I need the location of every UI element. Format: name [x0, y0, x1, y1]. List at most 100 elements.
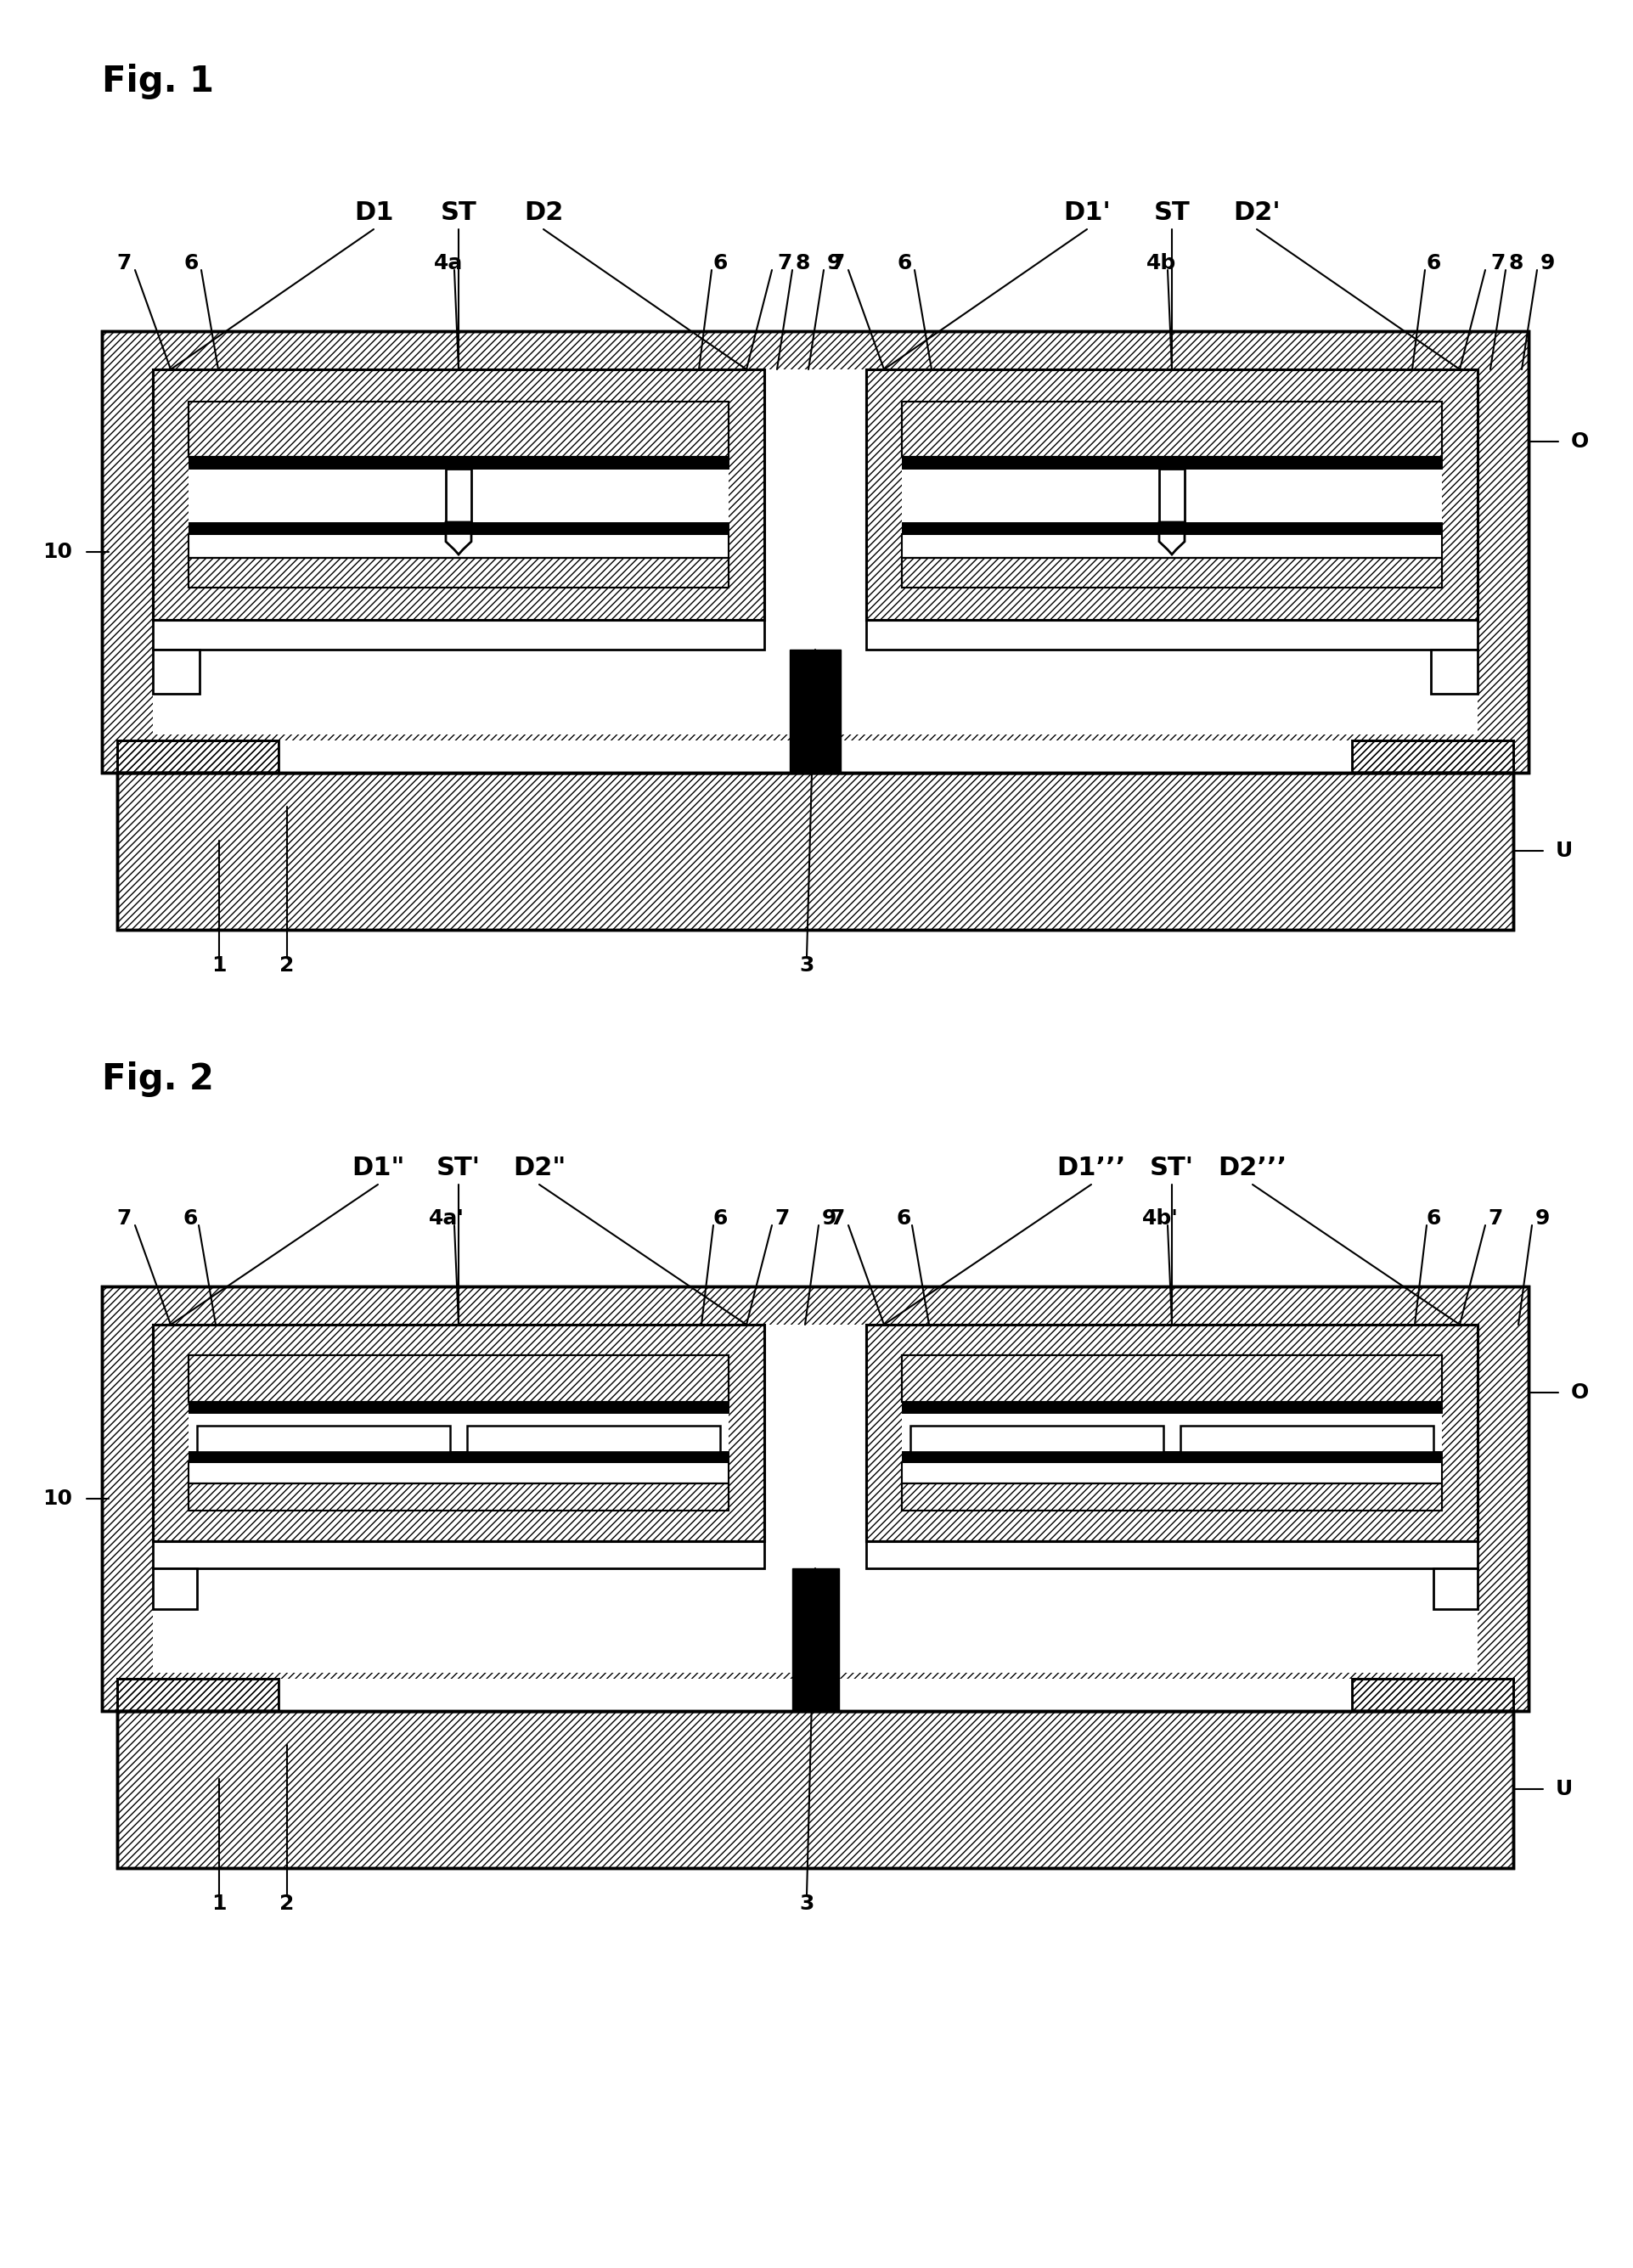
Bar	[764, 370, 865, 735]
Text: 10: 10	[42, 542, 72, 562]
Text: D1': D1'	[1063, 200, 1110, 225]
Bar	[1431, 649, 1478, 694]
Bar	[901, 1452, 1442, 1463]
Bar	[901, 401, 1442, 456]
Bar	[188, 533, 728, 558]
Text: 9: 9	[826, 254, 841, 274]
Bar	[901, 401, 1442, 456]
Text: 6: 6	[183, 1209, 198, 1229]
Text: 1: 1	[212, 955, 227, 975]
Text: 8: 8	[1509, 254, 1524, 274]
Bar	[865, 619, 1478, 649]
Text: U: U	[1556, 841, 1573, 862]
Bar	[865, 1325, 1478, 1542]
Text: ST: ST	[1155, 200, 1190, 225]
Bar	[901, 456, 1442, 469]
Bar	[901, 1483, 1442, 1510]
Bar	[118, 1678, 279, 1710]
Bar	[1434, 1569, 1478, 1608]
Bar	[1352, 739, 1514, 773]
Bar	[188, 1356, 728, 1402]
Text: 3: 3	[800, 1894, 815, 1914]
Bar	[101, 1286, 1528, 1710]
Bar	[101, 331, 1528, 773]
Text: 6: 6	[1426, 1209, 1440, 1229]
Text: O: O	[1571, 431, 1589, 451]
Bar	[865, 1542, 1478, 1569]
Text: 6: 6	[897, 1209, 911, 1229]
Bar	[188, 1402, 728, 1413]
Bar	[101, 1286, 1528, 1710]
Text: 9: 9	[1540, 254, 1555, 274]
Text: 9: 9	[821, 1209, 836, 1229]
Bar	[188, 522, 728, 533]
Bar	[154, 1325, 1478, 1674]
Text: 7: 7	[1491, 254, 1506, 274]
Bar	[279, 739, 1352, 773]
Text: D1": D1"	[351, 1157, 405, 1179]
Bar	[792, 1569, 839, 1710]
Text: Fig. 1: Fig. 1	[101, 64, 214, 100]
Bar	[154, 370, 764, 619]
Bar	[901, 401, 1442, 587]
Bar	[188, 401, 728, 587]
Bar	[188, 469, 728, 522]
Text: 10: 10	[42, 1488, 72, 1508]
Bar	[865, 370, 1478, 619]
Bar	[446, 469, 472, 522]
Text: D2': D2'	[1233, 200, 1280, 225]
Bar	[901, 1402, 1442, 1413]
Text: 4a: 4a	[434, 254, 464, 274]
Text: U: U	[1556, 1778, 1573, 1799]
Text: D1’’’: D1’’’	[1057, 1157, 1125, 1179]
Bar	[188, 456, 728, 469]
Bar	[901, 1413, 1442, 1452]
Bar	[901, 1356, 1442, 1402]
Text: D2’’’: D2’’’	[1218, 1157, 1287, 1179]
Bar	[154, 1542, 764, 1569]
Bar	[901, 1356, 1442, 1510]
Text: 7: 7	[830, 254, 844, 274]
Bar	[901, 558, 1442, 587]
Bar	[188, 1402, 728, 1413]
Bar	[154, 370, 764, 619]
Bar	[118, 773, 1514, 930]
Bar	[764, 1325, 865, 1674]
Bar	[118, 1710, 1514, 1869]
Bar	[188, 1483, 728, 1510]
Text: 7: 7	[116, 254, 131, 274]
Bar	[901, 558, 1442, 587]
Bar	[188, 401, 728, 456]
Bar	[188, 1356, 728, 1510]
Text: 8: 8	[795, 254, 810, 274]
Text: D2: D2	[524, 200, 563, 225]
Text: ST': ST'	[1150, 1157, 1194, 1179]
Polygon shape	[1159, 522, 1184, 553]
Text: O: O	[1571, 1383, 1589, 1402]
Text: 7: 7	[777, 254, 792, 274]
Bar	[188, 1452, 728, 1463]
Bar	[118, 739, 279, 773]
Bar	[188, 401, 728, 456]
Text: 2: 2	[279, 955, 294, 975]
Text: 7: 7	[830, 1209, 844, 1229]
Bar	[910, 1427, 1163, 1461]
Bar	[901, 522, 1442, 533]
Bar	[154, 370, 1478, 735]
Text: 4a': 4a'	[429, 1209, 464, 1229]
Bar	[188, 522, 728, 533]
Text: 6: 6	[183, 254, 199, 274]
Text: 7: 7	[1488, 1209, 1502, 1229]
Bar	[901, 1402, 1442, 1413]
Bar	[154, 649, 199, 694]
Text: ST': ST'	[436, 1157, 480, 1179]
Bar	[1352, 1678, 1514, 1710]
Bar	[118, 1710, 1514, 1869]
Bar	[1159, 469, 1184, 522]
Text: ST: ST	[441, 200, 477, 225]
Bar	[188, 1483, 728, 1510]
Bar	[118, 739, 279, 773]
Bar	[901, 1356, 1442, 1402]
Bar	[901, 1463, 1442, 1483]
Text: Fig. 2: Fig. 2	[101, 1061, 214, 1098]
